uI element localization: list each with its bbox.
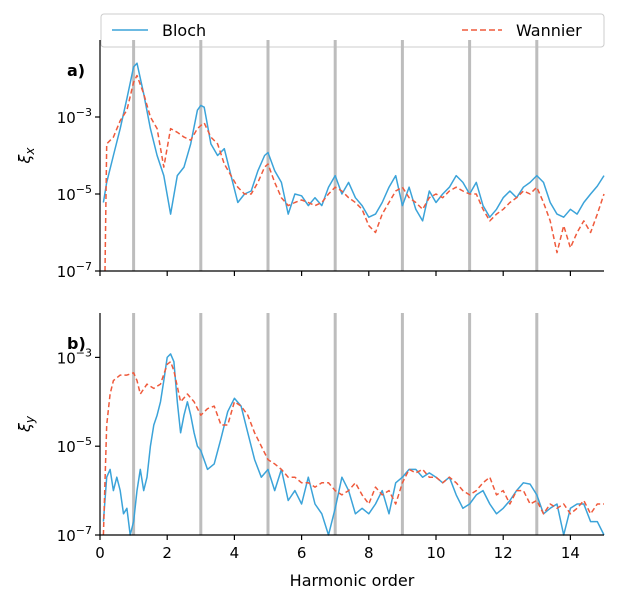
series-line-wannier <box>102 360 604 536</box>
y-tick-label: 10−5 <box>57 183 92 204</box>
y-tick-label: 10−3 <box>57 106 92 127</box>
x-tick-label: 14 <box>561 544 580 562</box>
y-tick-label: 10−7 <box>57 260 92 281</box>
panel-b: 10−3 10−5 10−70 2 4 6 8 10 12 14 b) ξy <box>15 313 605 562</box>
series-line-bloch <box>102 353 605 536</box>
x-tick-label: 12 <box>494 544 513 562</box>
panel-a: 10−3 10−5 10−7 a) ξx <box>15 40 605 281</box>
x-axis-title: Harmonic order <box>290 571 415 590</box>
legend-label-bloch: Bloch <box>162 21 206 40</box>
legend-frame <box>100 13 605 48</box>
panel-label: a) <box>67 61 85 80</box>
legend-label-wannier: Wannier <box>516 21 582 40</box>
x-tick-label: 2 <box>162 544 172 562</box>
y-axis-title: ξy <box>15 415 37 433</box>
x-tick-label: 6 <box>297 544 307 562</box>
y-tick-label: 10−7 <box>57 524 92 545</box>
x-tick-label: 4 <box>230 544 240 562</box>
y-tick-label: 10−5 <box>57 435 92 456</box>
legend: Bloch Wannier <box>100 13 605 48</box>
series-line-wannier <box>104 74 605 272</box>
x-tick-label: 0 <box>95 544 105 562</box>
y-tick-label: 10−3 <box>57 346 92 367</box>
panel-label: b) <box>67 334 86 353</box>
x-tick-label: 10 <box>426 544 445 562</box>
x-tick-label: 8 <box>364 544 374 562</box>
series-line-bloch <box>102 62 605 222</box>
y-axis-title: ξx <box>15 147 37 165</box>
